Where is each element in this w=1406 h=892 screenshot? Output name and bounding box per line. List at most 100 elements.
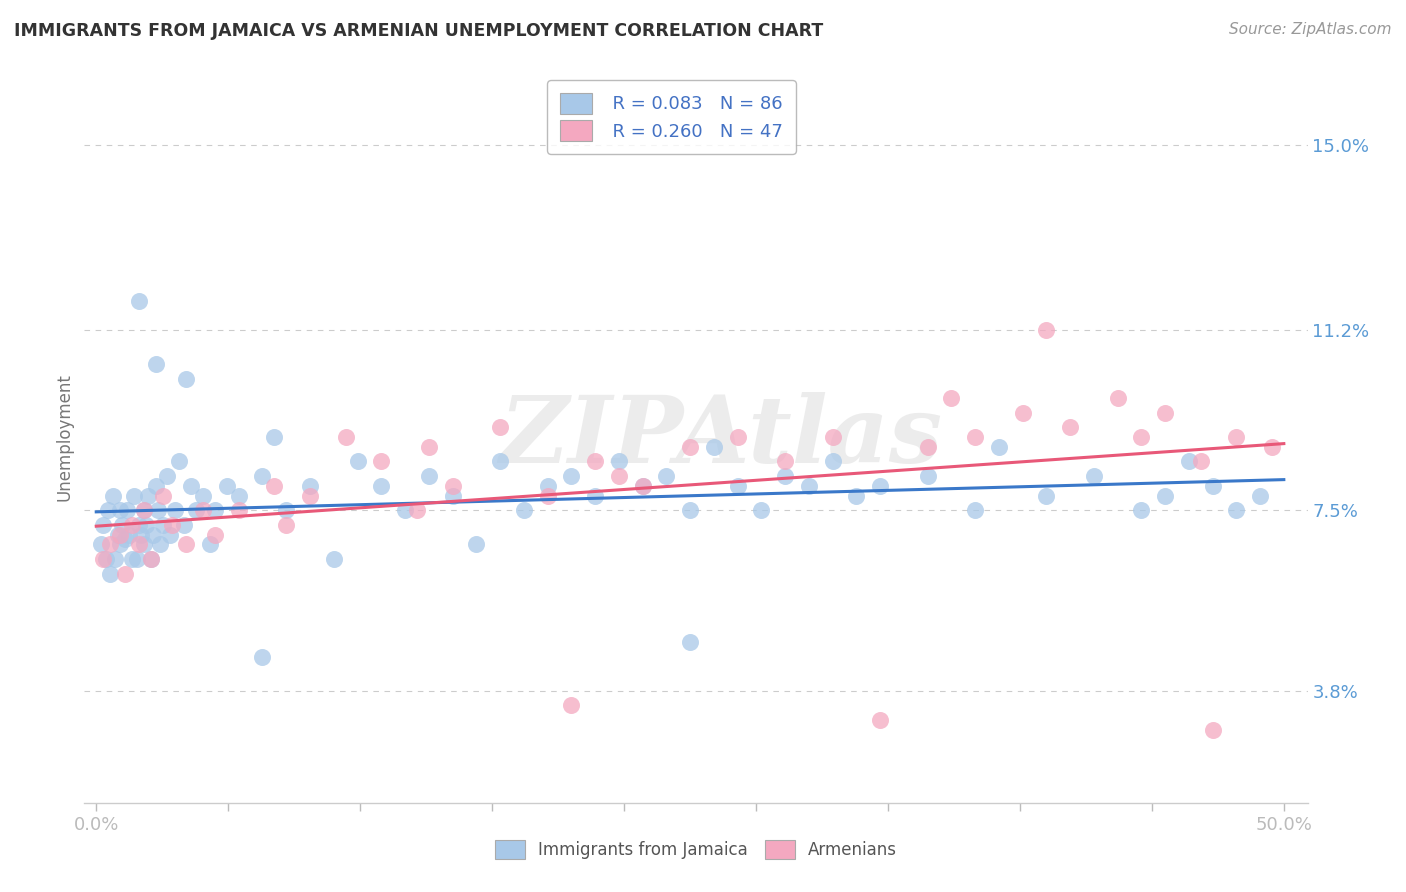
Point bbox=[149, 537, 172, 551]
Point bbox=[176, 537, 198, 551]
Point bbox=[773, 469, 796, 483]
Point bbox=[773, 454, 796, 468]
Point bbox=[845, 489, 868, 503]
Point bbox=[132, 503, 155, 517]
Point bbox=[276, 503, 298, 517]
Point bbox=[118, 527, 141, 541]
Point bbox=[679, 503, 702, 517]
Point bbox=[631, 479, 654, 493]
Point bbox=[370, 479, 392, 493]
Text: IMMIGRANTS FROM JAMAICA VS ARMENIAN UNEMPLOYMENT CORRELATION CHART: IMMIGRANTS FROM JAMAICA VS ARMENIAN UNEM… bbox=[14, 22, 824, 40]
Point bbox=[1154, 406, 1177, 420]
Point bbox=[441, 479, 464, 493]
Point bbox=[298, 489, 321, 503]
Point bbox=[200, 537, 222, 551]
Point bbox=[1035, 323, 1057, 337]
Point bbox=[607, 454, 630, 468]
Point bbox=[180, 479, 202, 493]
Point bbox=[821, 454, 844, 468]
Point bbox=[821, 430, 844, 444]
Point bbox=[536, 489, 558, 503]
Point bbox=[104, 552, 127, 566]
Point bbox=[138, 489, 160, 503]
Point bbox=[173, 517, 195, 532]
Point bbox=[156, 469, 179, 483]
Point bbox=[139, 552, 162, 566]
Point bbox=[406, 503, 429, 517]
Point bbox=[121, 552, 143, 566]
Point bbox=[963, 430, 986, 444]
Point bbox=[101, 489, 124, 503]
Point bbox=[228, 489, 250, 503]
Point bbox=[335, 430, 357, 444]
Point bbox=[215, 479, 238, 493]
Point bbox=[107, 527, 129, 541]
Point bbox=[1225, 430, 1247, 444]
Point bbox=[1035, 489, 1057, 503]
Point bbox=[631, 479, 654, 493]
Point bbox=[1261, 440, 1284, 454]
Point bbox=[607, 469, 630, 483]
Legend: Immigrants from Jamaica, Armenians: Immigrants from Jamaica, Armenians bbox=[486, 831, 905, 868]
Point bbox=[146, 503, 169, 517]
Point bbox=[465, 537, 488, 551]
Point bbox=[560, 469, 582, 483]
Point bbox=[941, 391, 963, 405]
Point bbox=[252, 649, 274, 664]
Point bbox=[204, 503, 226, 517]
Point bbox=[145, 479, 167, 493]
Point bbox=[169, 454, 191, 468]
Point bbox=[263, 479, 285, 493]
Point bbox=[1201, 479, 1223, 493]
Point bbox=[370, 454, 392, 468]
Point bbox=[93, 517, 115, 532]
Point bbox=[152, 489, 174, 503]
Point bbox=[869, 713, 891, 727]
Point bbox=[655, 469, 678, 483]
Point bbox=[252, 469, 274, 483]
Point bbox=[111, 517, 134, 532]
Point bbox=[93, 552, 115, 566]
Point bbox=[115, 503, 138, 517]
Point bbox=[489, 454, 512, 468]
Point bbox=[276, 517, 298, 532]
Point bbox=[139, 552, 162, 566]
Point bbox=[727, 430, 749, 444]
Text: ZIPAtlas: ZIPAtlas bbox=[499, 392, 942, 482]
Point bbox=[128, 293, 150, 308]
Point bbox=[263, 430, 285, 444]
Point bbox=[184, 503, 207, 517]
Point bbox=[394, 503, 416, 517]
Point bbox=[142, 527, 165, 541]
Point bbox=[322, 552, 344, 566]
Point bbox=[114, 566, 136, 581]
Point bbox=[191, 489, 214, 503]
Point bbox=[135, 517, 157, 532]
Point bbox=[346, 454, 368, 468]
Point bbox=[162, 517, 184, 532]
Point bbox=[94, 552, 117, 566]
Point bbox=[1130, 430, 1153, 444]
Point bbox=[1189, 454, 1212, 468]
Point bbox=[131, 527, 153, 541]
Point bbox=[1059, 420, 1081, 434]
Point bbox=[1130, 503, 1153, 517]
Point bbox=[176, 371, 198, 385]
Point bbox=[1249, 489, 1271, 503]
Y-axis label: Unemployment: Unemployment bbox=[55, 373, 73, 501]
Point bbox=[128, 537, 150, 551]
Point bbox=[963, 503, 986, 517]
Point bbox=[100, 566, 122, 581]
Point bbox=[97, 503, 120, 517]
Point bbox=[418, 440, 440, 454]
Point bbox=[679, 635, 702, 649]
Point bbox=[917, 469, 939, 483]
Point bbox=[191, 503, 214, 517]
Point bbox=[749, 503, 772, 517]
Point bbox=[163, 503, 186, 517]
Point bbox=[1107, 391, 1129, 405]
Point bbox=[108, 503, 131, 517]
Point bbox=[159, 527, 181, 541]
Point bbox=[489, 420, 512, 434]
Point bbox=[1225, 503, 1247, 517]
